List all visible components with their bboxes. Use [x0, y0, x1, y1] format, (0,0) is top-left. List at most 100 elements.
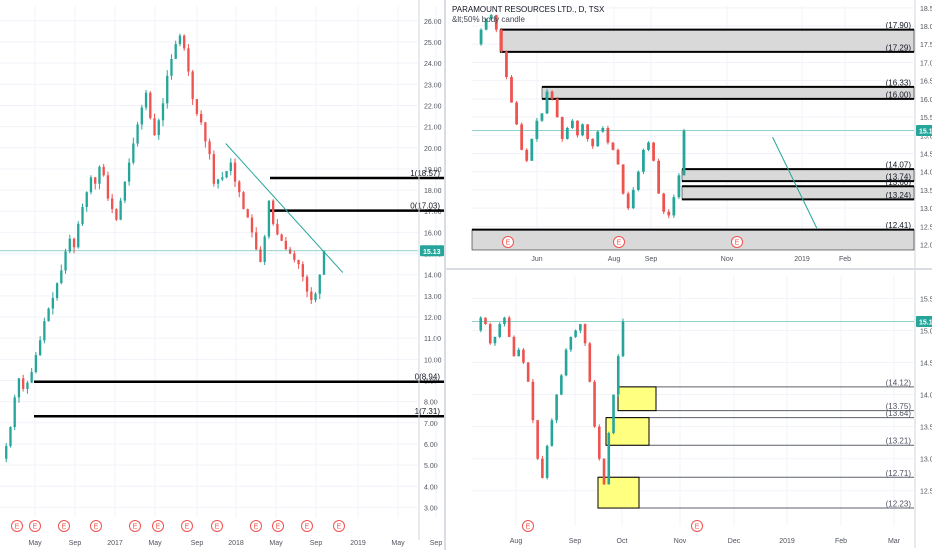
candle-body: [550, 420, 554, 446]
top-right-chart[interactable]: 18.50 18.00 17.50 17.00 16.50 16.00 15.50 15.00…: [446, 0, 932, 268]
earnings-marker-icon[interactable]: [691, 520, 703, 532]
left-chart[interactable]: 26.00 25.00 24.00 23.00 22.00 21.00 20.00 19.00…: [0, 0, 444, 550]
earnings-marker-icon[interactable]: [129, 520, 141, 532]
candle-body: [98, 166, 101, 184]
candle-body: [479, 29, 483, 45]
earnings-marker-icon[interactable]: [522, 520, 534, 532]
candle-body: [503, 317, 506, 325]
candle-body: [157, 120, 160, 136]
fib-level-label: 0(8.94): [415, 373, 441, 382]
pane-divider-horizontal[interactable]: [446, 268, 932, 270]
bottom-right-chart-pane[interactable]: 15.50 15.00 14.50 14.00 13.50 13.00 12.50 Aug Se…: [446, 270, 932, 550]
candle-body: [540, 113, 544, 121]
candle-body: [212, 154, 216, 184]
earnings-marker-icon[interactable]: [58, 520, 70, 532]
candle-body: [682, 130, 686, 176]
candle-body: [555, 394, 558, 421]
candle-body: [30, 372, 33, 383]
candle-body: [517, 349, 520, 357]
earnings-marker-icon[interactable]: [152, 520, 164, 532]
x-tick-label: May: [148, 540, 162, 547]
candle-body: [72, 238, 76, 248]
earnings-marker-icon[interactable]: [90, 520, 102, 532]
bottom-right-chart[interactable]: 15.50 15.00 14.50 14.00 13.50 13.00 12.50 Aug Se…: [446, 270, 932, 550]
earnings-marker-icon[interactable]: [29, 520, 41, 532]
candle-body: [238, 181, 241, 193]
earnings-marker-icon[interactable]: [11, 520, 23, 532]
candle-body: [140, 107, 143, 125]
candle-body: [115, 209, 118, 220]
earnings-marker-icon[interactable]: [181, 520, 193, 532]
candle-body: [642, 149, 645, 172]
candle-body: [17, 378, 21, 398]
earnings-marker-label: E: [33, 524, 38, 531]
top-right-chart-pane[interactable]: 18.50 18.00 17.50 17.00 16.50 16.00 15.50 15.00…: [446, 0, 932, 268]
supply-zone[interactable]: [681, 168, 915, 182]
candle-body: [68, 238, 71, 252]
supply-zone[interactable]: [471, 229, 915, 251]
candle-body: [505, 51, 508, 78]
candle-body: [606, 128, 610, 143]
pane-divider-vertical[interactable]: [444, 0, 446, 550]
earnings-marker-label: E: [526, 524, 531, 531]
candle-body: [489, 15, 493, 19]
fib-level-label: 1(7.31): [415, 407, 441, 416]
earnings-marker-icon[interactable]: [333, 520, 345, 532]
y-tick-label: 11.00: [424, 336, 441, 343]
earnings-marker-icon[interactable]: [613, 236, 625, 248]
candle-body: [267, 200, 271, 237]
x-tick-label: Sep: [310, 540, 323, 547]
supply-zone[interactable]: [499, 29, 915, 53]
x-tick-label: Mar: [888, 538, 901, 545]
candle-body: [626, 193, 630, 209]
x-tick-label: Sep: [430, 540, 443, 547]
earnings-marker-label: E: [156, 524, 161, 531]
x-tick-label: 2018: [228, 540, 244, 547]
supply-zone[interactable]: [541, 86, 915, 100]
y-tick-label: 12.50: [920, 224, 932, 231]
x-tick-label: Sep: [645, 256, 658, 263]
candle-body: [191, 71, 194, 100]
y-tick-label: 21.00: [424, 125, 442, 132]
candle-body: [591, 138, 595, 147]
earnings-marker-icon[interactable]: [250, 520, 262, 532]
candle-body: [570, 120, 574, 128]
left-chart-pane[interactable]: 26.00 25.00 24.00 23.00 22.00 21.00 20.00 19.00…: [0, 0, 444, 550]
candle-body: [38, 340, 42, 356]
earnings-marker-icon[interactable]: [272, 520, 284, 532]
x-tick-label: Feb: [835, 538, 847, 545]
candle-body: [597, 426, 601, 459]
earnings-marker-icon[interactable]: [301, 520, 313, 532]
candle-body: [297, 259, 300, 265]
candle-body: [616, 149, 620, 165]
x-tick-label: 2017: [107, 540, 123, 547]
candle-body: [123, 181, 127, 201]
zone-top-label: (14.12): [886, 378, 912, 387]
y-tick-label: 15.00: [920, 328, 932, 335]
earnings-marker-icon[interactable]: [502, 236, 514, 248]
candle-body: [652, 142, 655, 161]
x-tick-label: May: [391, 540, 405, 547]
candle-body: [522, 349, 525, 363]
last-price-label: 15.13: [423, 249, 441, 256]
earnings-marker-icon[interactable]: [211, 520, 223, 532]
candle-body: [170, 58, 173, 76]
candle-body: [612, 394, 615, 434]
y-tick-label: 4.00: [424, 484, 438, 491]
earnings-marker-icon[interactable]: [731, 236, 743, 248]
candle-body: [515, 102, 518, 125]
candle-body: [564, 349, 568, 376]
y-tick-label: 15.50: [920, 115, 932, 122]
candle-body: [583, 324, 587, 344]
x-tick-label: Dec: [728, 538, 741, 545]
candle-body: [586, 124, 590, 139]
earnings-marker-label: E: [617, 240, 622, 247]
trend-line[interactable]: [772, 136, 818, 229]
supply-zone[interactable]: [681, 186, 915, 200]
y-tick-label: 15.00: [920, 133, 932, 140]
candle-body: [34, 355, 38, 373]
candle-body: [631, 189, 635, 209]
demand-zone-box[interactable]: [617, 386, 657, 412]
x-tick-label: Nov: [721, 256, 734, 263]
zone-bottom-label: (17.29): [886, 43, 912, 52]
